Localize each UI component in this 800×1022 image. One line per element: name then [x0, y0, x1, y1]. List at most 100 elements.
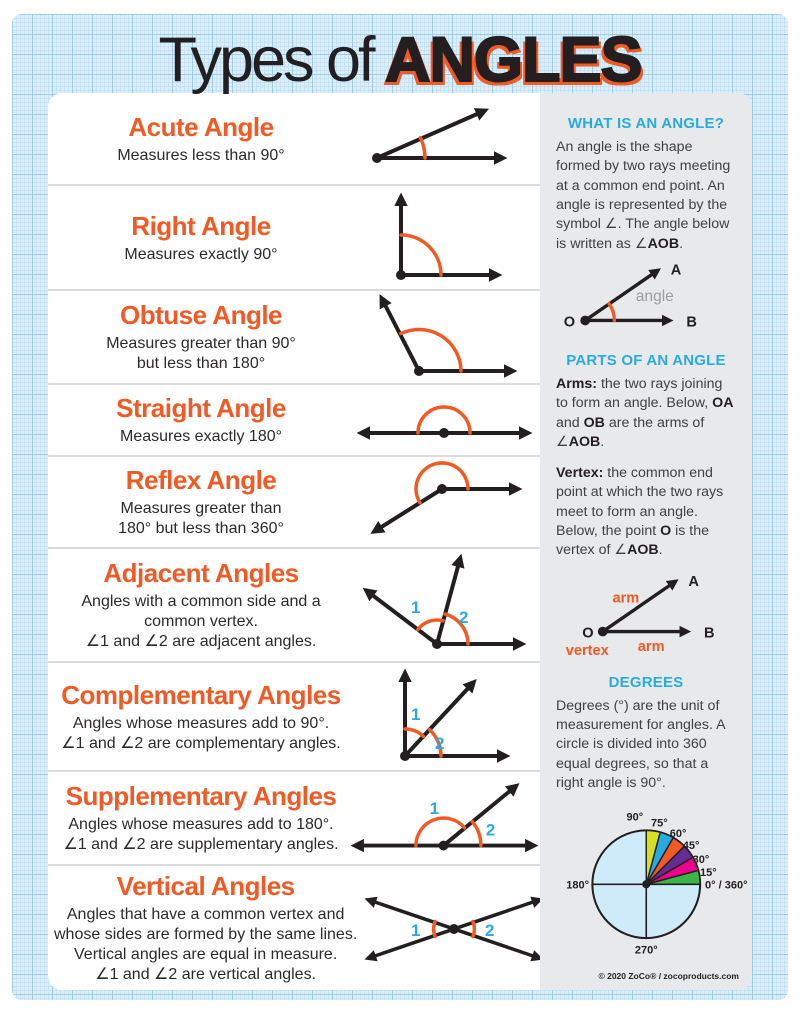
row-text: Acute Angle Measures less than 90°: [48, 112, 348, 166]
text-segment: .: [600, 433, 605, 450]
row-right-angle: Right Angle Measures exactly 90°: [48, 186, 540, 291]
angle-2-label: 2: [486, 821, 495, 840]
label-180: 180°: [566, 880, 589, 892]
angle-1-label: 1: [411, 598, 420, 617]
angle-description: Measures exactly 180°: [119, 428, 283, 445]
label-90: 90°: [626, 812, 643, 824]
angle-2-label: 2: [459, 608, 468, 627]
angle-description: common vertex.: [144, 613, 258, 630]
angle-description: ∠1 and ∠2 are supplementary angles.: [63, 836, 339, 853]
angle-description: whose sides are formed by the same lines…: [54, 926, 358, 943]
angle-description: but less than 180°: [136, 355, 266, 372]
angle-name: Obtuse Angle: [119, 300, 283, 330]
angle-word-label: angle: [636, 288, 674, 305]
row-straight-angle: Straight Angle Measures exactly 180°: [48, 385, 540, 457]
copyright-credit: © 2020 ZoCo® / zocoproducts.com: [598, 971, 739, 981]
point-a-label: A: [688, 573, 699, 589]
text-segment-bold: OA: [712, 395, 734, 412]
row-obtuse-angle: Obtuse Angle Measures greater than 90° b…: [48, 291, 540, 385]
degrees-text: Degrees (°) are the unit of measurement …: [556, 697, 725, 791]
row-text: Adjacent Angles Angles with a common sid…: [48, 558, 348, 652]
text-segment-bold: AOB: [647, 235, 680, 252]
angle-name: Right Angle: [131, 210, 271, 241]
vertex-label: vertex: [566, 643, 610, 659]
arm-upper-label: arm: [612, 590, 639, 606]
angle-aob-diagram: A O B angle: [564, 263, 697, 331]
poster-card: Acute Angle Measures less than 90° Right…: [48, 93, 752, 990]
angle-description: Measures greater than 90°: [106, 335, 296, 352]
title-light-text: Types of: [158, 25, 375, 95]
row-reflex-angle: Reflex Angle Measures greater than 180° …: [48, 457, 540, 549]
text-segment-bold: Arms:: [556, 375, 597, 392]
angle-description: Measures less than 90°: [117, 146, 285, 164]
angle-description: Angles that have a common vertex and: [66, 906, 345, 923]
text-segment: the common end point at which the two ra…: [556, 465, 724, 540]
title-heavy-text: ANGLES: [384, 24, 644, 96]
angle-description: 180° but less than 360°: [118, 520, 284, 537]
sector-75-90: [645, 829, 662, 885]
row-text: Obtuse Angle Measures greater than 90° b…: [48, 300, 348, 374]
angle-2-label: 2: [485, 921, 494, 940]
text-segment: .: [679, 235, 684, 252]
vertical-angles-diagram: 1 2: [357, 884, 547, 972]
angle-description: ∠1 and ∠2 are adjacent angles.: [85, 633, 317, 650]
adjacent-angles-diagram: 1 2: [348, 551, 540, 659]
label-15: 15°: [700, 867, 717, 879]
point-o-label: O: [564, 314, 575, 330]
text-segment-bold: AOB: [627, 542, 659, 559]
arm-vertex-diagram: A O B arm arm vertex: [566, 573, 715, 659]
label-30: 30°: [693, 854, 710, 866]
row-text: Reflex Angle Measures greater than 180° …: [48, 465, 348, 539]
what-is-an-angle-text: An angle is the shape formed by two rays…: [556, 138, 736, 254]
complementary-angles-diagram: 1 2: [348, 664, 540, 770]
arms-text: Arms: the two rays joining to form an an…: [556, 375, 736, 452]
row-text: Straight Angle Measures exactly 180°: [48, 393, 348, 447]
vertex-text: Vertex: the common end point at which th…: [556, 464, 736, 561]
text-segment: An angle is the shape formed by two rays…: [556, 139, 731, 252]
text-segment: is the vertex of ∠: [556, 523, 710, 559]
poster-title: Types of ANGLES: [0, 24, 800, 96]
point-b-label: B: [704, 625, 715, 641]
angle-description: Measures greater than: [120, 500, 282, 517]
angle-name: Reflex Angle: [125, 465, 277, 495]
label-75: 75°: [651, 818, 668, 830]
arm-lower-label: arm: [638, 639, 665, 655]
what-is-an-angle-heading: WHAT IS AN ANGLE?: [567, 115, 725, 132]
angle-name: Adjacent Angles: [103, 558, 299, 588]
degree-circle-diagram: 90° 75° 60° 45° 30° 15° 0° / 360° 180° 2…: [566, 812, 747, 957]
text-segment-bold: Vertex:: [556, 465, 604, 482]
angle-name: Complementary Angles: [61, 679, 341, 710]
label-270: 270°: [635, 945, 658, 957]
angle-description: Angles whose measures add to 180°.: [68, 816, 334, 833]
angle-1-label: 1: [430, 799, 439, 818]
angle-description: ∠1 and ∠2 are vertical angles.: [95, 966, 317, 983]
row-vertical-angles: Vertical Angles Angles that have a commo…: [48, 866, 544, 990]
angle-types-column: Acute Angle Measures less than 90° Right…: [48, 93, 544, 990]
point-o-label: O: [582, 625, 593, 641]
angle-name: Vertical Angles: [116, 871, 295, 901]
info-sidebar: WHAT IS AN ANGLE? An angle is the shape …: [540, 93, 752, 990]
text-segment: are the arms of ∠: [556, 414, 705, 450]
degrees-heading: DEGREES: [608, 673, 684, 691]
text-segment: .: [658, 542, 663, 559]
row-text: Vertical Angles Angles that have a commo…: [48, 871, 357, 985]
angle-name: Straight Angle: [116, 393, 286, 423]
angle-description: Measures exactly 90°: [124, 245, 278, 263]
text-segment: and: [556, 414, 584, 431]
angle-2-label: 2: [435, 734, 444, 753]
parts-of-an-angle-heading: PARTS OF AN ANGLE: [566, 351, 726, 369]
row-text: Complementary Angles Angles whose measur…: [48, 680, 348, 754]
row-complementary-angles: Complementary Angles Angles whose measur…: [48, 663, 540, 772]
text-segment-bold: O: [660, 523, 672, 540]
point-a-label: A: [671, 263, 682, 279]
angle-1-label: 1: [411, 705, 420, 724]
acute-angle-diagram: [348, 103, 540, 175]
angle-name: Supplementary Angles: [65, 781, 337, 811]
text-segment-bold: OB: [583, 414, 605, 431]
row-text: Right Angle Measures exactly 90°: [48, 211, 348, 265]
row-adjacent-angles: Adjacent Angles Angles with a common sid…: [48, 549, 540, 663]
row-text: Supplementary Angles Angles whose measur…: [48, 781, 348, 855]
angle-1-label: 1: [411, 921, 420, 940]
row-supplementary-angles: Supplementary Angles Angles whose measur…: [48, 772, 540, 866]
text-segment: the two rays joining to form an angle. B…: [556, 375, 723, 412]
